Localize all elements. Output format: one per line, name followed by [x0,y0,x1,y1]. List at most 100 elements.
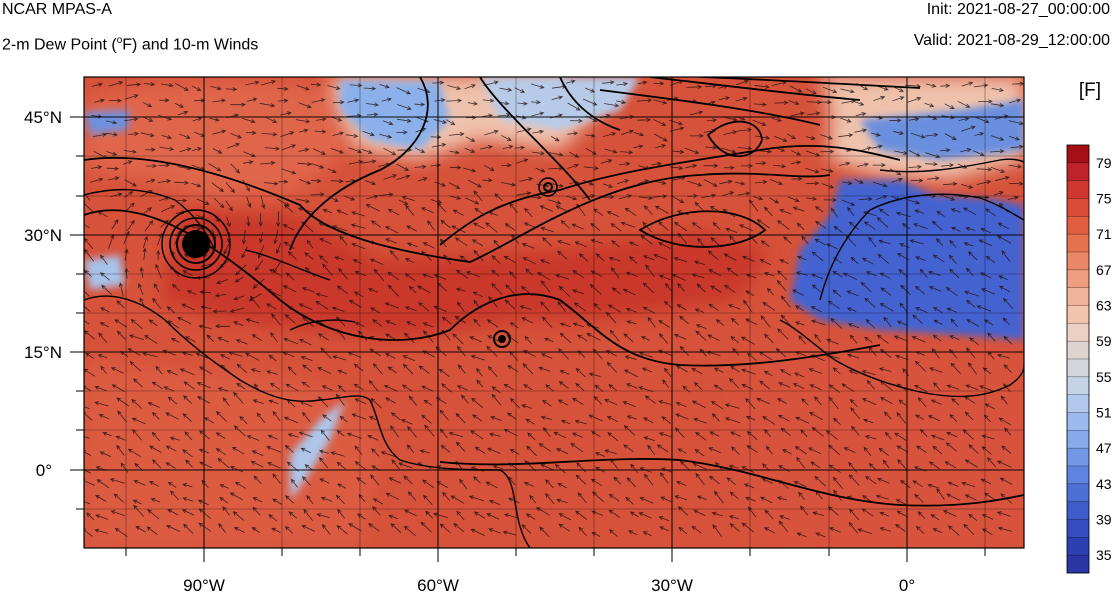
wind-arrow-glyph [339,235,348,246]
valid-time: Valid: 2021-08-29_12:00:00 [913,32,1110,49]
wind-arrow-glyph [100,365,107,375]
wind-arrow-glyph [504,223,516,231]
wind-arrow-glyph [915,414,924,420]
wind-arrow-glyph [567,102,581,111]
wind-arrow-glyph [438,368,450,378]
wind-arrow-glyph [966,319,980,327]
wind-arrow-glyph [703,179,718,187]
wind-arrow-glyph [882,459,890,469]
wind-arrow-glyph [511,234,520,244]
wind-arrow-glyph [808,368,822,374]
wind-arrow-glyph [846,290,859,297]
wind-arrow-glyph [890,85,904,92]
wind-arrow-glyph [351,211,366,217]
wind-arrow-glyph [584,133,596,138]
wind-arrow-glyph [123,149,138,154]
wind-arrow-glyph [591,510,604,516]
wind-arrow-glyph [522,257,537,265]
wind-arrow-glyph [613,476,621,485]
wind-arrow-glyph [198,430,210,440]
wind-arrow-glyph [201,479,209,488]
wind-arrow-glyph [547,199,562,205]
wind-arrow-glyph [263,181,279,186]
wind-arrow-glyph [160,83,174,88]
wind-arrow-glyph [602,183,614,188]
wind-arrow-glyph [640,235,653,245]
wind-arrow-glyph [582,179,595,186]
wind-arrow-glyph [260,80,276,86]
wind-arrow-glyph [841,99,856,104]
wind-arrow-glyph [849,508,860,521]
wind-arrow-glyph [567,163,579,169]
wind-arrow-glyph [760,240,770,247]
wind-arrow-glyph [210,85,222,91]
wind-arrow-glyph [623,369,638,378]
wind-arrow-glyph [243,151,256,158]
wind-arrow-glyph [474,446,486,454]
wind-arrow-glyph [810,273,824,280]
wind-arrow-glyph [94,401,109,407]
wind-arrow-glyph [828,444,841,456]
wind-arrow-glyph [974,83,989,88]
wind-arrow-glyph [266,289,282,297]
wind-arrow-glyph [679,345,689,356]
wind-arrow-glyph [350,223,366,229]
wind-arrow-glyph [282,224,294,231]
wind-arrow-glyph [316,513,330,518]
wind-arrow-glyph [663,300,673,309]
wind-arrow-glyph [457,364,466,374]
wind-arrow-glyph [595,466,605,473]
wind-arrow-glyph [996,460,1012,468]
wind-arrow-glyph [532,151,546,156]
colorbar-tick-label: 51 [1096,405,1112,421]
wind-arrow-glyph [208,163,222,172]
wind-arrow-glyph [287,433,299,438]
wind-arrow-glyph [545,492,555,504]
colorbar-swatch [1067,216,1089,235]
wind-arrow-glyph [90,177,104,183]
wind-arrow-glyph [297,161,312,167]
wind-arrow-glyph [910,178,924,183]
wind-arrow-glyph [828,464,841,473]
wind-arrow-glyph [879,303,894,312]
wind-arrow-glyph [461,394,470,404]
wind-arrow-glyph [264,146,281,151]
wind-arrow-glyph [594,384,604,393]
wind-arrow-glyph [623,333,634,343]
wind-arrow-glyph [451,225,466,233]
wind-arrow-glyph [811,284,821,293]
wind-arrow-glyph [833,489,843,501]
wind-arrow-glyph [820,149,835,154]
wind-arrow-glyph [361,159,377,164]
wind-arrow-glyph [833,225,843,234]
wind-arrow-glyph [600,114,611,119]
wind-arrow-glyph [170,337,180,343]
wind-arrow-glyph [963,207,977,216]
wind-arrow-glyph [230,102,246,107]
wind-arrow-glyph [965,267,974,277]
wind-arrow-glyph [924,161,939,167]
wind-arrow-glyph [592,491,605,503]
wind-arrow-glyph [643,473,654,486]
wind-arrow-glyph [169,265,180,278]
wind-arrow-glyph [604,449,617,455]
wind-arrow-glyph [1003,364,1012,373]
wind-arrow-glyph [371,448,380,457]
wind-arrow-glyph [185,459,193,468]
wind-arrow-glyph [895,499,906,505]
wind-arrow-glyph [405,204,415,217]
wind-arrow-glyph [846,495,858,500]
wind-arrow-glyph [577,492,587,504]
wind-arrow-glyph [161,135,172,140]
wind-arrow-glyph [157,114,173,121]
wind-arrow-glyph [942,510,957,517]
wind-arrow-glyph [301,381,311,388]
wind-arrow-glyph [317,367,332,375]
wind-arrow-glyph [708,447,721,454]
wind-arrow-glyph [298,178,312,185]
wind-arrow-glyph [217,337,230,343]
wind-arrow-glyph [566,195,578,201]
wind-arrow-glyph [897,459,909,472]
wind-arrow-glyph [671,149,685,154]
wind-arrow-glyph [793,481,807,488]
